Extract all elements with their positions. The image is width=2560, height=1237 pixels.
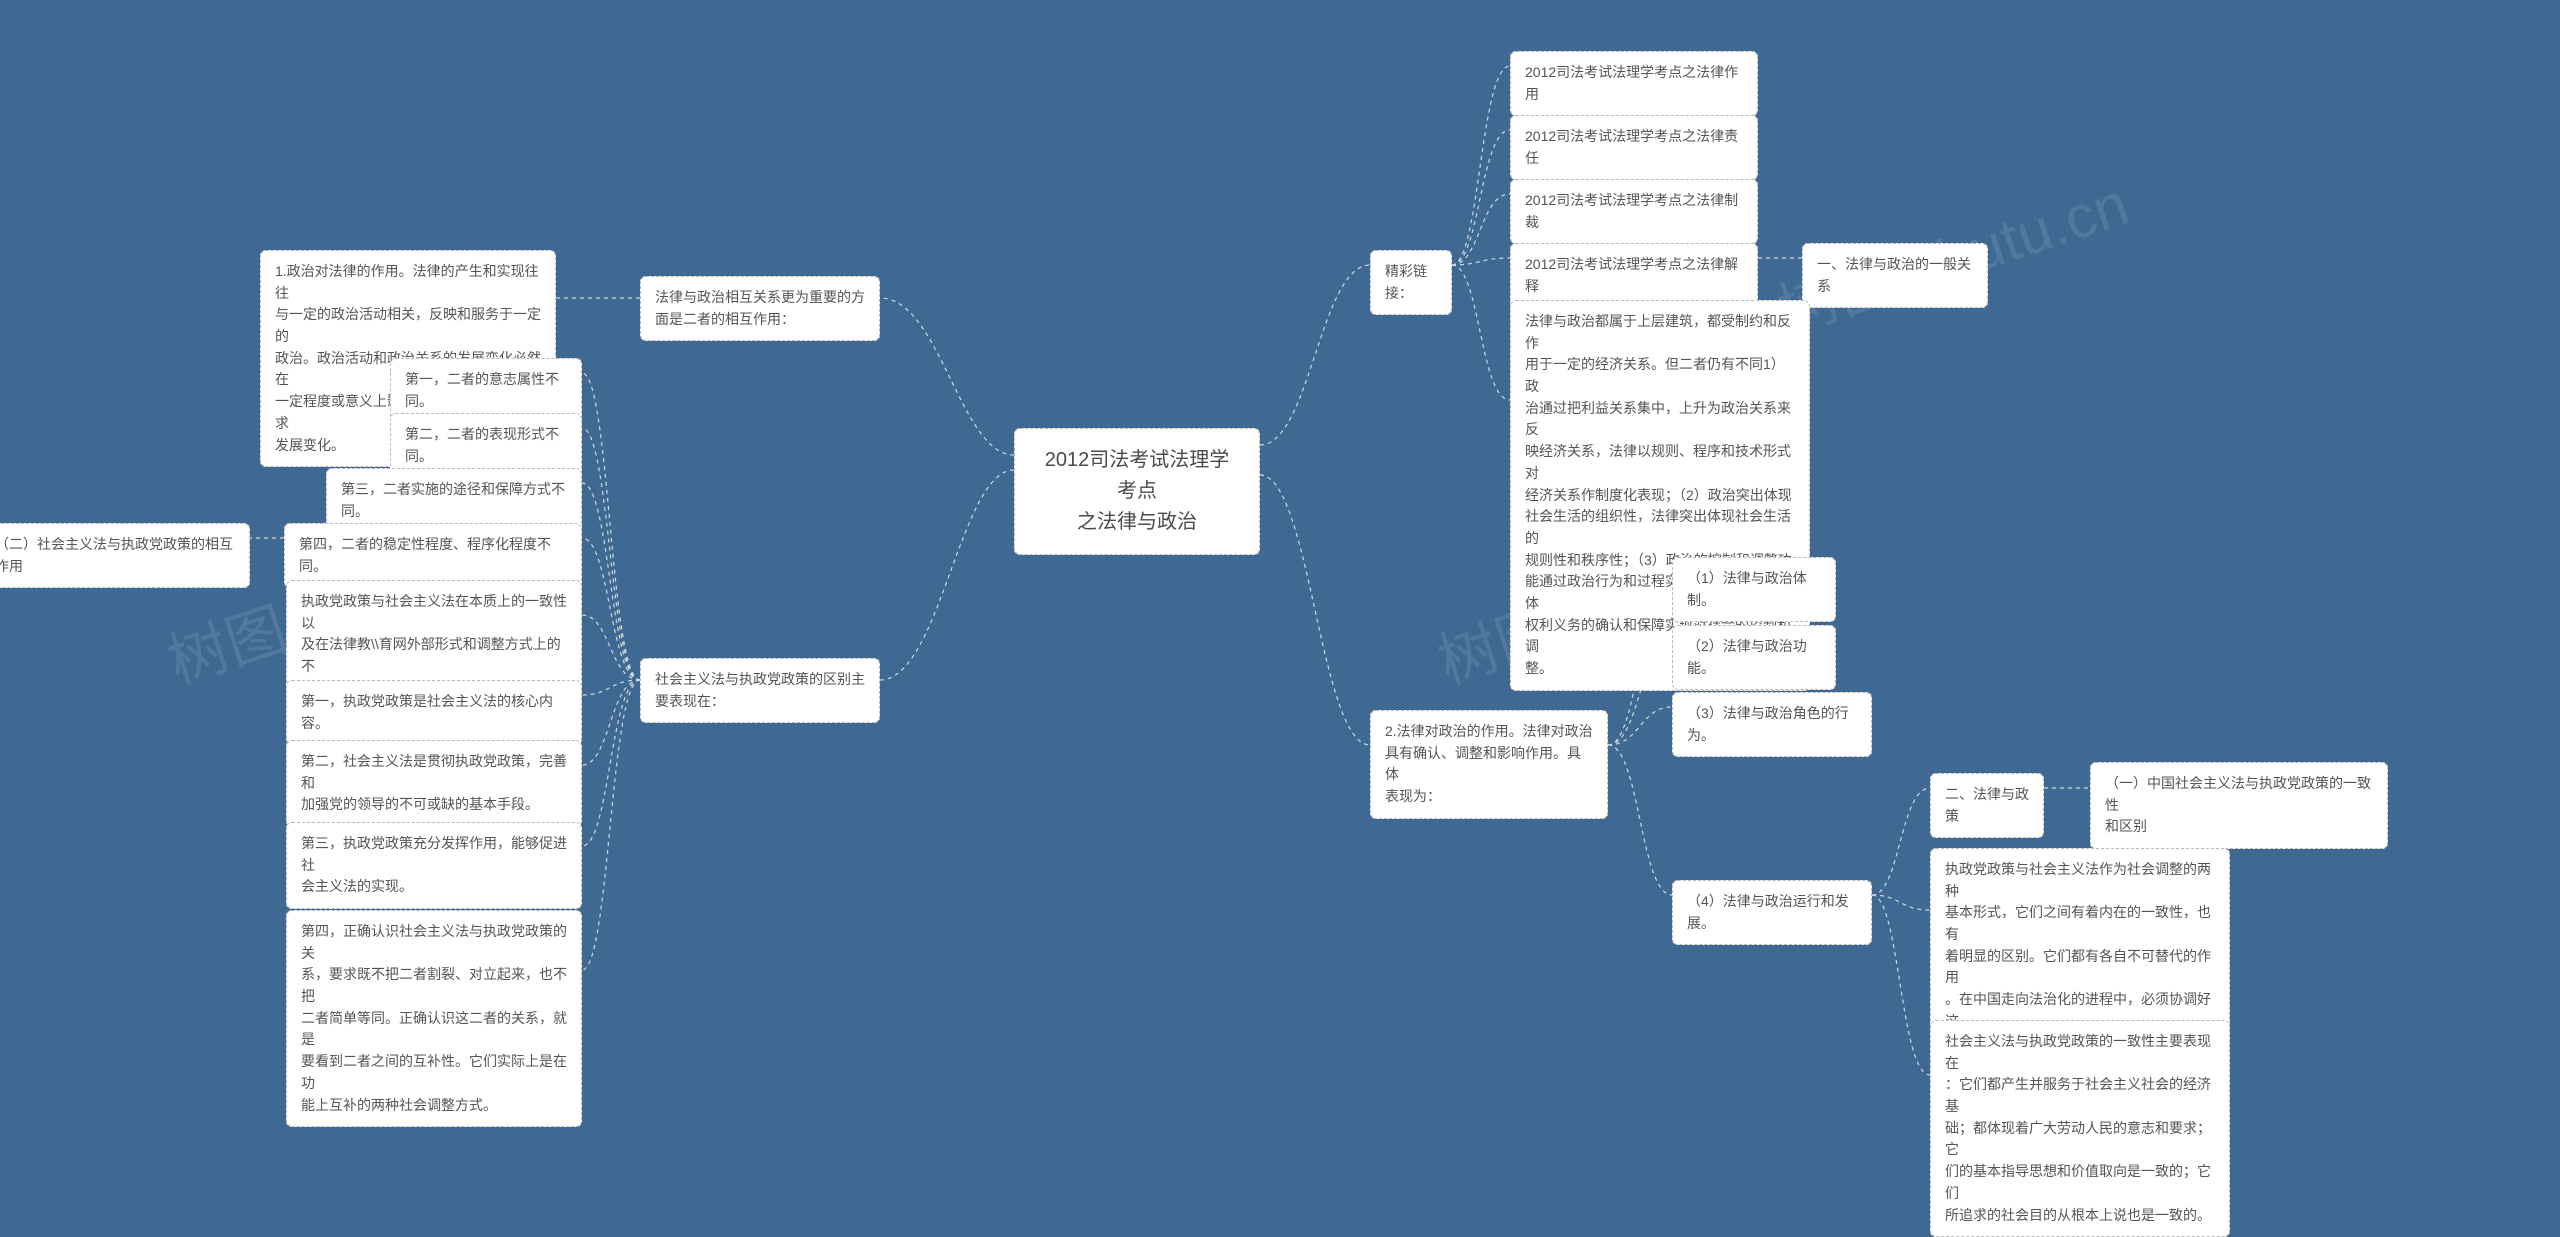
text: 表现为： [1385, 786, 1593, 808]
left-branch2-c8: 第三，执政党政策充分发挥作用，能够促进社 会主义法的实现。 [286, 822, 582, 909]
text: 基本形式，它们之间有着内在的一致性，也有 [1945, 902, 2215, 945]
right-branch1-c4: 2012司法考试法理学考点之法律解释 [1510, 243, 1758, 308]
text: 第三，二者实施的途径和保障方式不同。 [341, 481, 565, 519]
center-line1: 2012司法考试法理学考点 [1037, 445, 1237, 507]
text: 治通过把利益关系集中，上升为政治关系来反 [1525, 398, 1795, 441]
text: 第一，执政党政策是社会主义法的核心内容。 [301, 693, 553, 731]
text: 执政党政策与社会主义法在本质上的一致性以 [301, 591, 567, 634]
text: 面是二者的相互作用： [655, 309, 865, 331]
text: 用于一定的经济关系。但二者仍有不同1）政 [1525, 354, 1795, 397]
text: 社会主义法与执政党政策的一致性主要表现在 [1945, 1031, 2215, 1074]
left-branch2-c4-left: （二）社会主义法与执政党政策的相互作用 [0, 523, 250, 588]
text: 精彩链接： [1385, 263, 1427, 301]
text: 法律与政治相互关系更为重要的方 [655, 287, 865, 309]
left-branch2-c7: 第二，社会主义法是贯彻执政党政策，完善和 加强党的领导的不可或缺的基本手段。 [286, 740, 582, 827]
text: 1.政治对法律的作用。法律的产生和实现往往 [275, 261, 541, 304]
text: 础；都体现着广大劳动人民的意志和要求；它 [1945, 1118, 2215, 1161]
text: 第二，二者的表现形式不同。 [405, 426, 559, 464]
right-branch1-c2: 2012司法考试法理学考点之法律责任 [1510, 115, 1758, 180]
right-branch2-c4r3: 社会主义法与执政党政策的一致性主要表现在 ：它们都产生并服务于社会主义社会的经济… [1930, 1020, 2230, 1237]
text: （1）法律与政治体制。 [1687, 570, 1807, 608]
text: 系，要求既不把二者割裂、对立起来，也不把 [301, 964, 567, 1007]
right-branch2-c3: （3）法律与政治角色的行为。 [1672, 692, 1872, 757]
text: 第一，二者的意志属性不同。 [405, 371, 559, 409]
text: 要看到二者之间的互补性。它们实际上是在功 [301, 1051, 567, 1094]
text: 二者简单等同。正确认识这二者的关系，就是 [301, 1008, 567, 1051]
text: （3）法律与政治角色的行为。 [1687, 705, 1849, 743]
text: 能上互补的两种社会调整方式。 [301, 1095, 567, 1117]
center-node: 2012司法考试法理学考点 之法律与政治 [1014, 428, 1260, 555]
text: 要表现在： [655, 691, 865, 713]
text: 法律与政治都属于上层建筑，都受制约和反作 [1525, 311, 1795, 354]
left-branch2-c9: 第四，正确认识社会主义法与执政党政策的关 系，要求既不把二者割裂、对立起来，也不… [286, 910, 582, 1127]
right-branch2-c1: （1）法律与政治体制。 [1672, 557, 1836, 622]
text: （二）社会主义法与执政党政策的相互作用 [0, 536, 233, 574]
right-branch1-c4-right: 一、法律与政治的一般关系 [1802, 243, 1988, 308]
text: 所追求的社会目的从根本上说也是一致的。 [1945, 1205, 2215, 1227]
text: 2012司法考试法理学考点之法律解释 [1525, 256, 1738, 294]
text: 第三，执政党政策充分发挥作用，能够促进社 [301, 833, 567, 876]
right-branch2-c4: （4）法律与政治运行和发展。 [1672, 880, 1872, 945]
left-branch2-c6: 第一，执政党政策是社会主义法的核心内容。 [286, 680, 582, 745]
text: 第四，正确认识社会主义法与执政党政策的关 [301, 921, 567, 964]
text: 及在法律教\\育网外部形式和调整方式上的不 [301, 634, 567, 677]
text: （4）法律与政治运行和发展。 [1687, 893, 1849, 931]
right-branch1-c3: 2012司法考试法理学考点之法律制裁 [1510, 179, 1758, 244]
text: 第四，二者的稳定性程度、程序化程度不同。 [299, 536, 551, 574]
left-branch2-c4: 第四，二者的稳定性程度、程序化程度不同。 [284, 523, 582, 588]
center-line2: 之法律与政治 [1037, 507, 1237, 538]
text: 社会主义法与执政党政策的区别主 [655, 669, 865, 691]
text: 映经济关系，法律以规则、程序和技术形式对 [1525, 441, 1795, 484]
text: 2.法律对政治的作用。法律对政治 [1385, 721, 1593, 743]
text: 二、法律与政策 [1945, 786, 2029, 824]
right-branch2-c4r1: 二、法律与政策 [1930, 773, 2044, 838]
text: ：它们都产生并服务于社会主义社会的经济基 [1945, 1074, 2215, 1117]
text: 2012司法考试法理学考点之法律制裁 [1525, 192, 1738, 230]
right-branch2-c2: （2）法律与政治功能。 [1672, 625, 1836, 690]
text: 会主义法的实现。 [301, 876, 567, 898]
left-branch2-title: 社会主义法与执政党政策的区别主 要表现在： [640, 658, 880, 723]
text: 具有确认、调整和影响作用。具体 [1385, 743, 1593, 786]
right-branch2-c4r1r: （一）中国社会主义法与执政党政策的一致性 和区别 [2090, 762, 2388, 849]
right-branch1-c1: 2012司法考试法理学考点之法律作用 [1510, 51, 1758, 116]
text: 2012司法考试法理学考点之法律责任 [1525, 128, 1738, 166]
text: 加强党的领导的不可或缺的基本手段。 [301, 794, 567, 816]
text: （2）法律与政治功能。 [1687, 638, 1807, 676]
text: 与一定的政治活动相关，反映和服务于一定的 [275, 304, 541, 347]
text: 和区别 [2105, 816, 2373, 838]
text: 第二，社会主义法是贯彻执政党政策，完善和 [301, 751, 567, 794]
text: 着明显的区别。它们都有各自不可替代的作用 [1945, 946, 2215, 989]
text: 们的基本指导思想和价值取向是一致的；它们 [1945, 1161, 2215, 1204]
text: 经济关系作制度化表现；（2）政治突出体现 [1525, 485, 1795, 507]
text: 社会生活的组织性，法律突出体现社会生活的 [1525, 506, 1795, 549]
left-branch1-title: 法律与政治相互关系更为重要的方 面是二者的相互作用： [640, 276, 880, 341]
text: （一）中国社会主义法与执政党政策的一致性 [2105, 773, 2373, 816]
text: 执政党政策与社会主义法作为社会调整的两种 [1945, 859, 2215, 902]
text: 一、法律与政治的一般关系 [1817, 256, 1971, 294]
right-branch2-title: 2.法律对政治的作用。法律对政治 具有确认、调整和影响作用。具体 表现为： [1370, 710, 1608, 819]
right-branch1-title: 精彩链接： [1370, 250, 1452, 315]
text: 2012司法考试法理学考点之法律作用 [1525, 64, 1738, 102]
